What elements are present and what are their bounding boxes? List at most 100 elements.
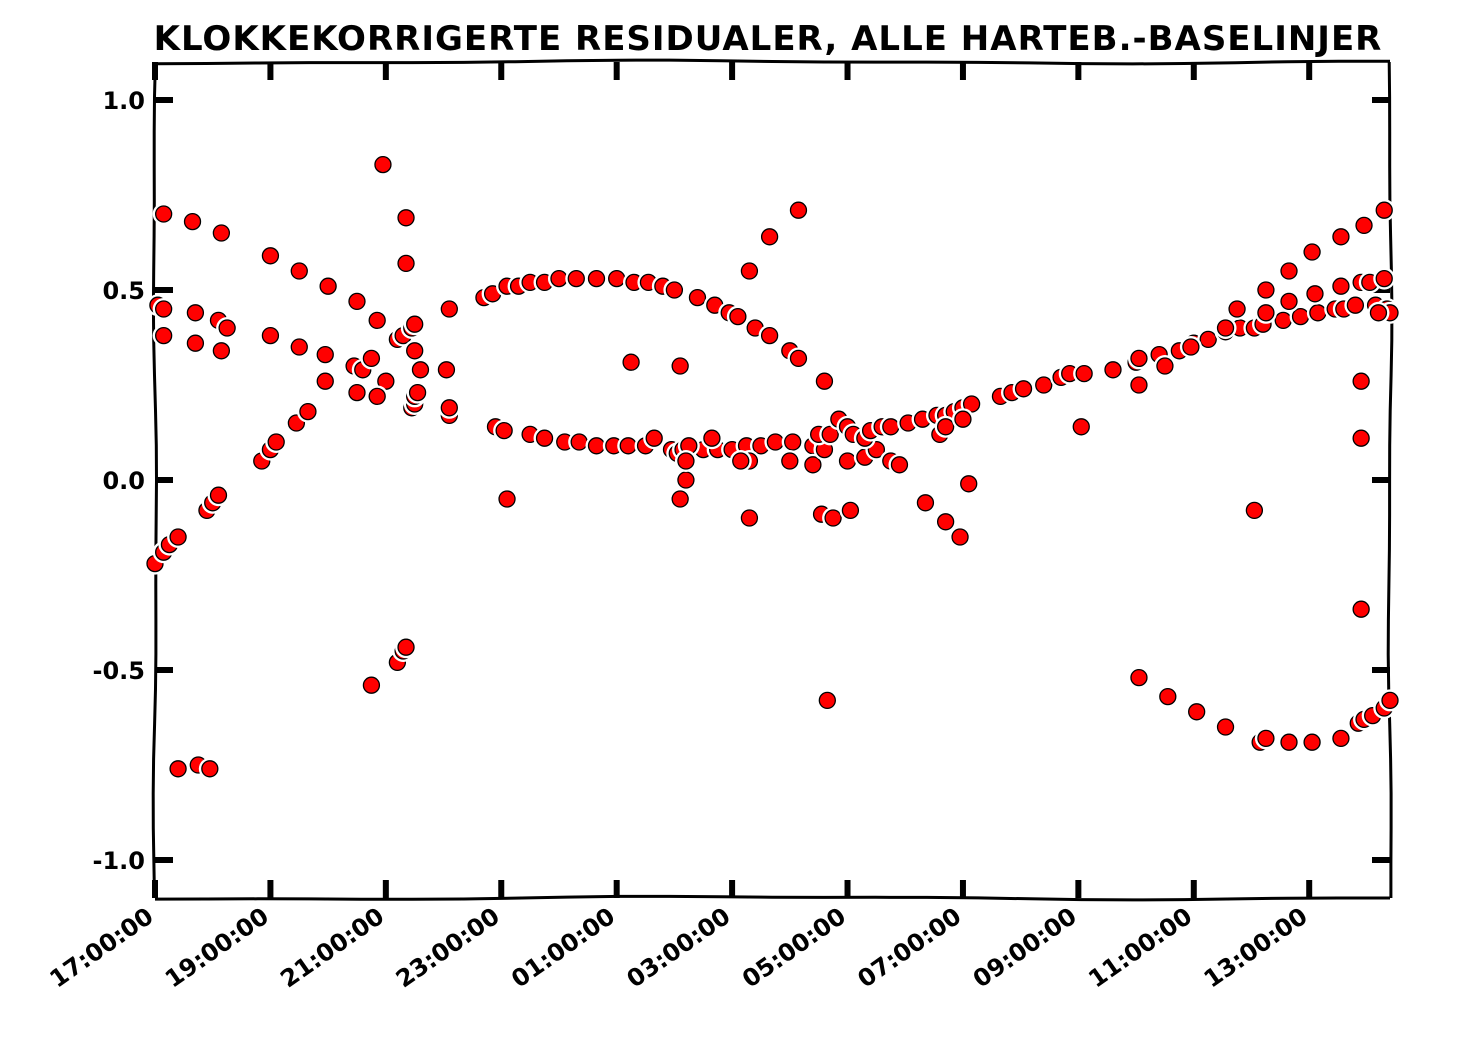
data-point [1352,372,1370,390]
data-point [882,418,900,436]
data-point [1188,703,1206,721]
data-point [316,372,334,390]
data-point [374,155,392,174]
data-point [587,269,606,288]
data-point [671,357,689,375]
data-point [155,205,173,223]
data-point [368,311,386,330]
data-point [740,262,759,280]
y-tick-label: 1.0 [102,87,145,115]
data-point [1375,201,1393,219]
data-point [209,486,228,504]
data-point [1332,228,1350,246]
x-tick-label: 13:00:00 [1199,902,1313,993]
data-point [677,471,695,489]
data-point [960,475,978,493]
data-point [201,760,219,778]
data-point [408,383,427,402]
data-point [1346,296,1365,314]
data-point [397,638,415,656]
data-point [1130,376,1148,394]
data-point [703,429,721,447]
data-point [186,304,205,322]
data-point [186,334,205,352]
data-point [397,209,415,227]
data-point [824,509,842,527]
data-point [841,501,860,520]
data-point [155,326,173,345]
data-point [804,456,822,474]
data-point [1104,361,1122,379]
data-point [729,307,747,326]
data-point [550,269,568,288]
data-point [1182,338,1200,356]
data-point [1381,691,1399,710]
data-point [1303,733,1321,751]
y-tick-label: -0.5 [93,657,145,685]
data-point [740,509,759,527]
data-point [1306,285,1324,303]
data-point [1257,304,1275,322]
data-point [619,437,637,455]
data-point [261,326,280,345]
x-tick-label: 09:00:00 [968,902,1082,993]
data-point [732,452,750,470]
data-point [818,691,836,710]
data-point [936,418,955,436]
axis-ticks [152,62,1390,898]
data-point [1245,501,1264,520]
data-point [1280,733,1298,751]
data-point [362,349,381,368]
y-tick-label: -1.0 [93,847,145,875]
data-point [567,269,585,288]
data-point [1332,277,1350,295]
data-point [1369,304,1388,322]
x-tick-label: 23:00:00 [391,902,505,993]
data-point [766,433,785,451]
data-point [1257,281,1275,299]
data-point [319,277,337,295]
data-point [789,201,808,219]
data-point [1303,243,1321,261]
data-point [781,452,799,470]
data-point [348,383,366,402]
data-point [495,421,513,440]
data-point [362,676,381,694]
data-point [1216,319,1235,337]
data-point [570,433,588,451]
data-point [1130,349,1148,368]
x-tick-label: 21:00:00 [275,902,389,993]
data-point [821,425,839,444]
data-point [218,319,236,337]
data-point [815,372,834,390]
data-point [368,387,386,406]
data-point [377,372,395,390]
data-point [1257,729,1275,748]
data-point [290,262,308,280]
data-point [290,338,308,356]
data-point [1014,380,1033,398]
x-tick-label: 11:00:00 [1083,902,1197,993]
data-point [688,288,707,307]
data-point [155,300,173,318]
data-point [1280,262,1298,280]
data-point [261,247,280,265]
data-point [437,361,456,379]
x-tick-label: 17:00:00 [45,902,159,993]
data-point [760,228,779,246]
data-point [622,353,640,371]
x-tick-label: 01:00:00 [506,902,620,993]
data-point [1159,687,1177,706]
data-point [316,345,334,364]
data-point [677,452,695,470]
data-point [348,292,366,311]
data-point [440,300,458,318]
data-point [1216,718,1235,736]
data-point [1228,300,1246,318]
data-point [183,212,202,231]
x-tick-label: 07:00:00 [853,902,967,993]
data-point [587,437,606,455]
data-point [936,513,955,531]
x-tick-label: 19:00:00 [160,902,274,993]
